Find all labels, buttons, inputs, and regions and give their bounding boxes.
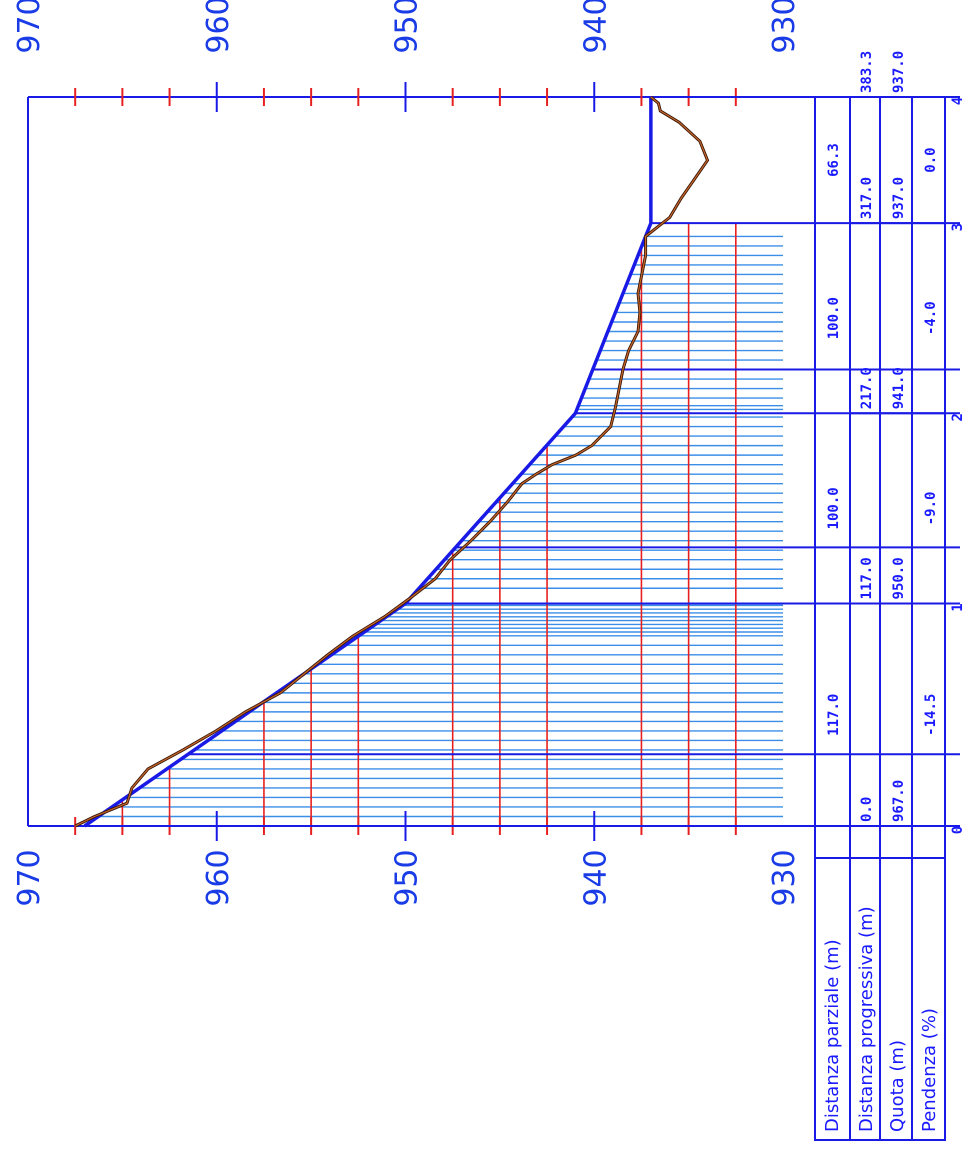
station-index: 1 (950, 603, 962, 611)
elevation-scale-bottom: 970 960 950 940 930 (12, 849, 802, 906)
elevation-label: 950 (390, 0, 425, 54)
station-progressive: 0.0 (859, 797, 875, 822)
station-progressive: 117.0 (859, 557, 875, 599)
station-quota: 950.0 (891, 557, 907, 599)
table-row-label: Quota (m) (887, 1040, 908, 1132)
elevation-scale-top: 970 960 950 940 930 (12, 0, 802, 54)
terrain-line (74, 96, 709, 827)
station-index: 0 (950, 826, 962, 834)
profile-series (74, 95, 710, 828)
elevation-label: 960 (201, 849, 236, 906)
elevation-label: 960 (201, 0, 236, 54)
station-quota: 937.0 (891, 177, 907, 219)
elevation-label: 940 (578, 849, 613, 906)
terrain-line-shadow (74, 95, 710, 828)
station-progressive: 383.3 (859, 51, 875, 93)
segment-partial: 117.0 (826, 694, 842, 736)
table-row-label: Distanza parziale (m) (822, 939, 843, 1132)
station-progressive: 317.0 (859, 177, 875, 219)
segment-partial: 100.0 (826, 487, 842, 529)
segment-partial: 100.0 (826, 297, 842, 339)
station-index: 3 (950, 223, 962, 231)
elevation-label: 930 (767, 0, 802, 54)
elevation-label: 970 (12, 849, 47, 906)
profile-table: Distanza parziale (m) Distanza progressiv… (814, 51, 962, 1141)
table-row-label: Pendenza (%) (919, 1008, 940, 1132)
station-quota: 937.0 (891, 51, 907, 93)
elevation-label: 930 (767, 849, 802, 906)
elevation-label: 970 (12, 0, 47, 54)
station-index: 4 (950, 97, 962, 105)
hatch-lines (84, 235, 783, 827)
elevation-label: 940 (578, 0, 613, 54)
segment-slope: -14.5 (923, 694, 939, 736)
elevation-label: 950 (390, 849, 425, 906)
segment-slope: -9.0 (923, 492, 939, 526)
table-row-label: Distanza progressiva (m) (856, 906, 877, 1132)
station-quota: 967.0 (891, 780, 907, 822)
station-progressive: 217.0 (859, 367, 875, 409)
segment-partial: 66.3 (826, 143, 842, 177)
station-index: 2 (950, 413, 962, 421)
project-line (83, 97, 653, 828)
segment-slope: 0.0 (923, 147, 939, 172)
segment-slope: -4.0 (923, 301, 939, 335)
station-quota: 941.0 (891, 367, 907, 409)
